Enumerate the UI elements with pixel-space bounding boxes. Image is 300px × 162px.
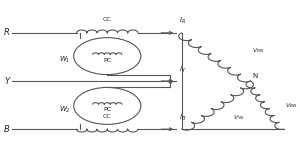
Text: PC: PC: [103, 107, 111, 112]
Text: $V_{BN}$: $V_{BN}$: [285, 101, 298, 110]
Text: CC: CC: [103, 17, 112, 22]
Text: B: B: [4, 125, 10, 134]
Text: $V_{YN}$: $V_{YN}$: [232, 113, 245, 122]
Text: $I_Y$: $I_Y$: [179, 64, 186, 75]
Text: $V_{RN}$: $V_{RN}$: [252, 46, 264, 55]
Text: R: R: [4, 28, 10, 37]
Text: $I_B$: $I_B$: [179, 113, 186, 123]
Text: $W_1$: $W_1$: [59, 55, 71, 65]
Text: CC: CC: [103, 114, 112, 119]
Text: Y: Y: [4, 76, 10, 86]
Text: $I_R$: $I_R$: [179, 16, 186, 26]
Text: $W_2$: $W_2$: [59, 105, 71, 115]
Text: PC: PC: [103, 58, 111, 63]
Text: N: N: [253, 73, 258, 79]
